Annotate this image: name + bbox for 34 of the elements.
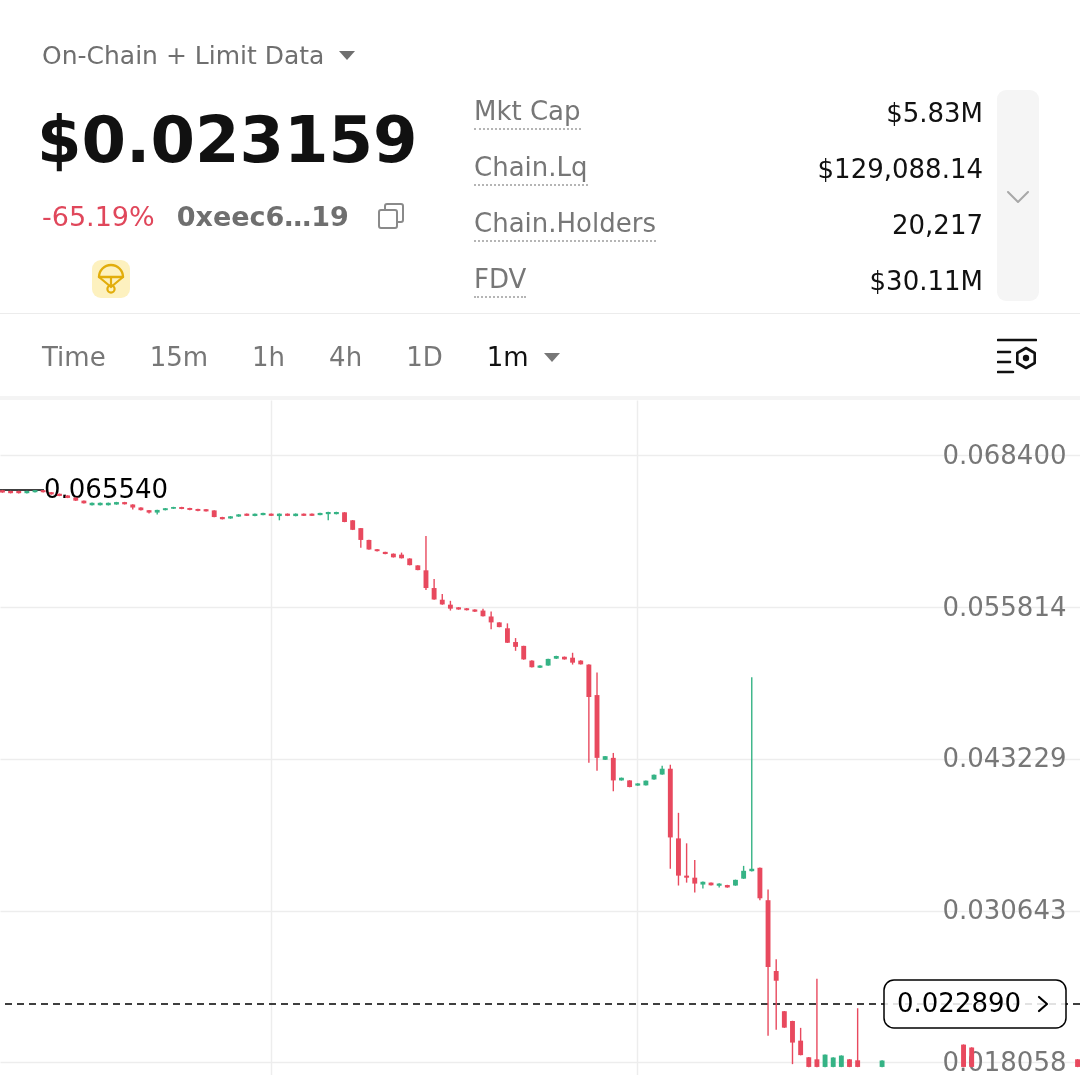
ref-line-label: 0.022890 <box>897 988 1022 1018</box>
text: $0.023159 <box>37 103 418 177</box>
text: 1m <box>486 342 529 372</box>
candlestick <box>684 842 690 884</box>
y-tick-label: 0.018058 <box>942 1046 1067 1077</box>
text: 4h <box>329 342 363 372</box>
candlestick <box>855 1007 861 1068</box>
candlestick <box>431 578 437 601</box>
candlestick <box>814 978 820 1068</box>
text: 0xeec6…19 <box>176 200 349 232</box>
text: $5.83M <box>886 98 983 128</box>
text: 1h <box>252 342 286 372</box>
candlestick <box>773 958 779 1031</box>
text: Chain.Lq <box>474 152 588 186</box>
candlestick <box>610 752 616 792</box>
text: Mkt Cap <box>474 96 581 130</box>
text: On-Chain + Limit Data <box>42 40 325 70</box>
candlestick <box>790 1020 795 1065</box>
text: Time <box>42 342 106 372</box>
y-tick-label: 0.030643 <box>942 895 1067 926</box>
text: 20,217 <box>892 210 983 240</box>
annotation: 0.065540 <box>44 473 169 504</box>
text: $129,088.14 <box>817 154 983 184</box>
text: Chain.Holders <box>474 208 656 242</box>
candlestick <box>692 859 698 894</box>
y-tick-label: 0.068400 <box>942 439 1067 470</box>
text: -65.19% <box>42 200 155 232</box>
text: 15m <box>149 342 209 372</box>
candlestick <box>798 1027 804 1057</box>
text: 1D <box>406 342 443 372</box>
y-tick-label: 0.043229 <box>942 743 1067 774</box>
text: $30.11M <box>869 266 983 296</box>
text: FDV <box>474 264 527 298</box>
y-tick-label: 0.055814 <box>942 591 1067 622</box>
